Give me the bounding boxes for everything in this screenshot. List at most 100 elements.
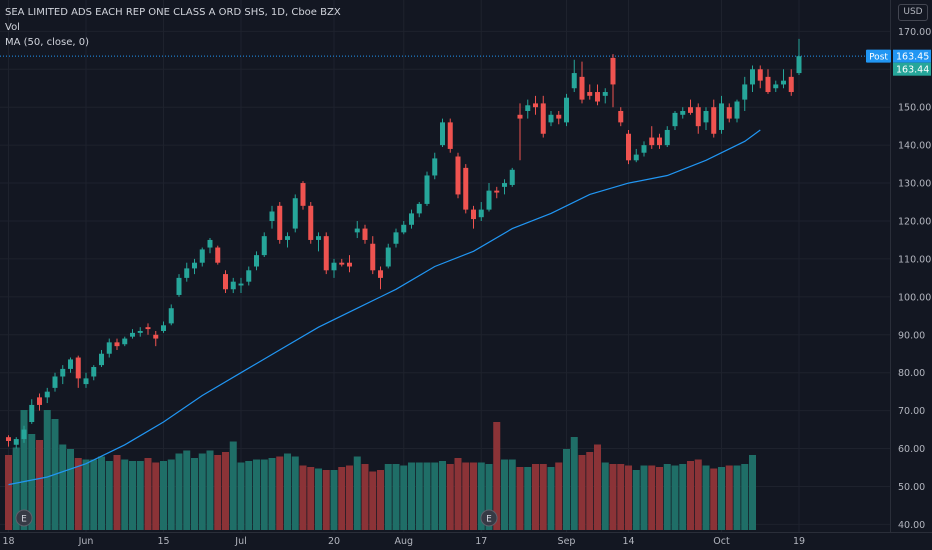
earnings-marker: E <box>480 509 498 527</box>
volume-bar <box>710 468 718 530</box>
volume-bar <box>299 465 307 530</box>
candle-body <box>153 334 159 339</box>
candle-body <box>347 262 352 267</box>
volume-bar <box>725 465 733 530</box>
earnings-marker: E <box>15 509 33 527</box>
candle-body <box>362 228 368 240</box>
candle-body <box>618 110 624 123</box>
price-tick-label: 130.00 <box>898 179 931 190</box>
volume-bar <box>307 467 315 530</box>
candle-body <box>99 353 104 366</box>
volume-bar <box>694 459 702 530</box>
candle-body <box>533 103 538 108</box>
candle-body <box>548 114 554 123</box>
volume-bar <box>369 471 377 530</box>
candle-body <box>68 359 73 369</box>
volume-bar <box>501 459 508 530</box>
candle-body <box>680 110 686 115</box>
candle-body <box>540 103 546 134</box>
volume-bar <box>229 441 237 530</box>
candle-body <box>13 439 19 445</box>
volume-bar <box>741 464 749 530</box>
candle-body <box>486 190 492 210</box>
volume-bar <box>423 462 431 530</box>
candle-body <box>184 268 190 278</box>
volume-bar <box>260 459 268 530</box>
volume-bar <box>315 468 322 530</box>
candle-body <box>122 338 128 345</box>
price-tick-label: 110.00 <box>898 254 931 265</box>
candle-body <box>711 107 717 134</box>
candle-body <box>657 137 662 146</box>
earnings-marker-label: E <box>486 515 492 525</box>
volume-bar <box>144 458 152 530</box>
candle-body <box>432 158 438 176</box>
candle-body <box>52 376 58 388</box>
candle-body <box>370 243 376 271</box>
candle-body <box>703 110 709 123</box>
ma-indicator-label: MA (50, close, 0) <box>5 37 90 48</box>
candle-body <box>447 122 453 149</box>
candle-body <box>339 262 345 265</box>
candle-body <box>455 156 461 195</box>
candle-body <box>207 239 213 248</box>
volume-bar <box>570 437 578 530</box>
volume-bar <box>687 461 694 530</box>
volume-bar <box>175 453 183 530</box>
candle-body <box>602 92 608 96</box>
candle-body <box>215 247 221 263</box>
candle-body <box>238 283 244 286</box>
volume-bar <box>121 459 129 530</box>
candle-body <box>765 76 771 93</box>
candle-body <box>192 262 197 269</box>
symbol-title: SEA LIMITED ADS EACH REP ONE CLASS A ORD… <box>5 7 341 18</box>
currency-button[interactable]: USD <box>898 4 928 21</box>
earnings-marker-circle <box>480 509 498 527</box>
volume-bar <box>67 449 74 530</box>
candle-body <box>354 228 360 233</box>
volume-bar <box>718 467 725 530</box>
time-tick-label: 19 <box>793 536 805 547</box>
volume-bar <box>90 459 98 530</box>
price-axis: 40.00 50.00 60.00 70.00 80.00 90.00 100.00 110.… <box>898 27 931 531</box>
candle-body <box>463 167 469 210</box>
candle-body <box>44 391 50 398</box>
volume-bar <box>601 462 609 530</box>
price-tick-label: 150.00 <box>898 103 931 114</box>
time-tick-label: 18 <box>2 536 14 547</box>
volume-bar <box>152 462 160 530</box>
volume-bar <box>524 467 532 530</box>
post-price-label: 163.45 <box>896 52 929 63</box>
candle-body <box>323 236 329 271</box>
candle-body <box>161 325 166 331</box>
time-tick-label: Aug <box>394 536 413 547</box>
volume-bar <box>98 456 105 530</box>
candle-body <box>626 133 631 161</box>
volume-bar <box>377 470 384 530</box>
candle-body <box>672 112 678 127</box>
volume-bar <box>702 465 710 530</box>
volume-bar <box>539 464 547 530</box>
volume-bar <box>214 455 222 530</box>
candle-body <box>781 80 786 85</box>
volume-bar <box>485 464 493 530</box>
volume-bar <box>113 455 121 530</box>
candle-body <box>409 213 414 225</box>
candle-body <box>106 342 112 354</box>
time-tick-label: 14 <box>622 536 634 547</box>
volume-bar <box>353 456 361 530</box>
candle-body <box>571 73 577 89</box>
candle-body <box>587 92 593 96</box>
price-tick-label: 120.00 <box>898 216 931 227</box>
volume-bar <box>253 459 260 530</box>
price-tick-label: 90.00 <box>898 330 925 341</box>
volume-bar <box>384 464 392 530</box>
candle-body <box>788 76 794 93</box>
candle-body <box>509 169 515 185</box>
volume-bar <box>431 462 439 530</box>
volume-bar <box>74 458 82 530</box>
candle-body <box>75 357 81 379</box>
volume-bar <box>555 462 563 530</box>
price-tick-label: 70.00 <box>898 406 925 417</box>
